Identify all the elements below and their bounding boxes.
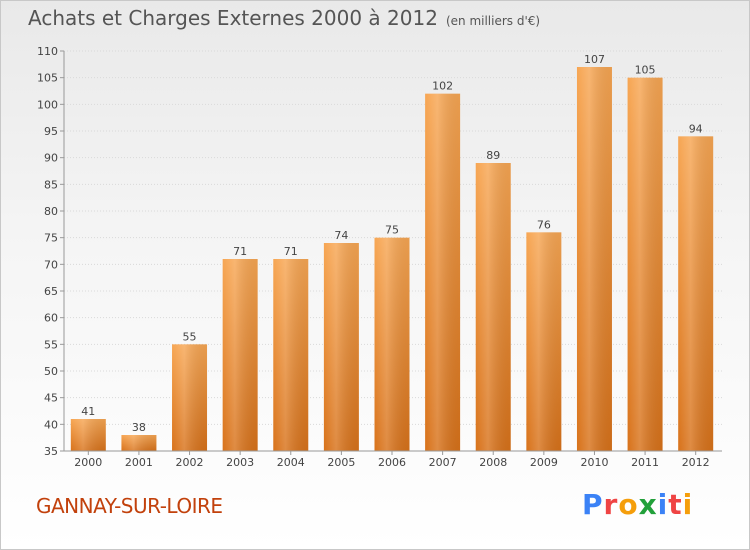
chart-unit: (en milliers d'€) xyxy=(445,14,541,28)
y-tick-label: 65 xyxy=(44,285,58,298)
x-tick-label: 2001 xyxy=(125,456,153,469)
x-tick-label: 2004 xyxy=(277,456,305,469)
data-label: 76 xyxy=(537,218,551,231)
x-tick-label: 2009 xyxy=(530,456,558,469)
x-tick-label: 2006 xyxy=(378,456,406,469)
y-tick-label: 105 xyxy=(37,72,58,85)
y-tick-label: 40 xyxy=(44,418,58,431)
x-tick-label: 2008 xyxy=(479,456,507,469)
y-axis: 35 40 45 50 55 60 65 70 75 80 85 90 95 100 105 110 xyxy=(37,45,65,458)
x-tick-label: 2002 xyxy=(176,456,204,469)
brand-letter: r xyxy=(603,488,619,521)
x-tick-label: 2003 xyxy=(226,456,254,469)
x-tick-label: 2005 xyxy=(327,456,355,469)
y-tick-label: 85 xyxy=(44,178,58,191)
data-label: 107 xyxy=(584,53,605,66)
bar-shine xyxy=(576,67,612,451)
y-tick-label: 95 xyxy=(44,125,58,138)
x-tick-label: 2012 xyxy=(682,456,710,469)
bar-shine xyxy=(425,93,461,452)
bar-shine xyxy=(121,435,157,451)
y-tick-label: 45 xyxy=(44,392,58,405)
y-tick-label: 70 xyxy=(44,258,58,271)
chart-title: Achats et Charges Externes 2000 à 2012 (e… xyxy=(28,6,540,30)
data-label: 89 xyxy=(486,149,500,162)
data-label: 94 xyxy=(689,122,703,135)
proxiti-logo[interactable]: Proxiti xyxy=(582,488,693,521)
y-tick-label: 50 xyxy=(44,365,58,378)
bar-shine xyxy=(627,77,663,452)
x-tick-label: 2011 xyxy=(631,456,659,469)
y-tick-label: 100 xyxy=(37,98,58,111)
brand-letter: t xyxy=(668,488,683,521)
data-label: 102 xyxy=(432,80,453,93)
y-tick-label: 80 xyxy=(44,205,58,218)
data-label: 74 xyxy=(334,229,348,242)
data-label: 71 xyxy=(284,245,298,258)
bar-shine xyxy=(374,237,410,451)
x-axis: 2000 2001 2002 2003 2004 2005 2006 2007 2008 2009… xyxy=(64,450,722,469)
brand-letter: x xyxy=(638,488,658,521)
data-label: 105 xyxy=(635,64,656,77)
bar-shine xyxy=(475,163,511,451)
bar-shine xyxy=(678,136,714,452)
data-label: 55 xyxy=(183,330,197,343)
data-label: 71 xyxy=(233,245,247,258)
bar-shine xyxy=(222,259,258,451)
x-tick-label: 2010 xyxy=(580,456,608,469)
y-tick-label: 90 xyxy=(44,152,58,165)
bar-shine xyxy=(172,344,208,451)
brand-letter: i xyxy=(657,488,669,521)
y-tick-label: 55 xyxy=(44,338,58,351)
y-tick-label: 75 xyxy=(44,232,58,245)
brand-letter: P xyxy=(582,488,604,521)
data-label: 75 xyxy=(385,224,399,237)
data-label: 38 xyxy=(132,421,146,434)
x-tick-label: 2007 xyxy=(429,456,457,469)
brand-letter: o xyxy=(618,488,639,521)
x-tick-label: 2000 xyxy=(74,456,102,469)
bar-shine xyxy=(323,243,359,451)
y-tick-label: 110 xyxy=(37,45,58,58)
city-name: GANNAY-SUR-LOIRE xyxy=(36,494,223,518)
bars: 41 38 55 71 71 74 75 102 89 76 107 105 94 xyxy=(70,53,714,452)
y-tick-label: 35 xyxy=(44,445,58,458)
data-label: 41 xyxy=(81,405,95,418)
bar-shine xyxy=(526,232,562,451)
bar-shine xyxy=(273,259,309,451)
chart-title-text: Achats et Charges Externes 2000 à 2012 xyxy=(28,6,438,30)
brand-letter: i xyxy=(682,488,694,521)
y-tick-label: 60 xyxy=(44,312,58,325)
bar-shine xyxy=(70,419,106,451)
